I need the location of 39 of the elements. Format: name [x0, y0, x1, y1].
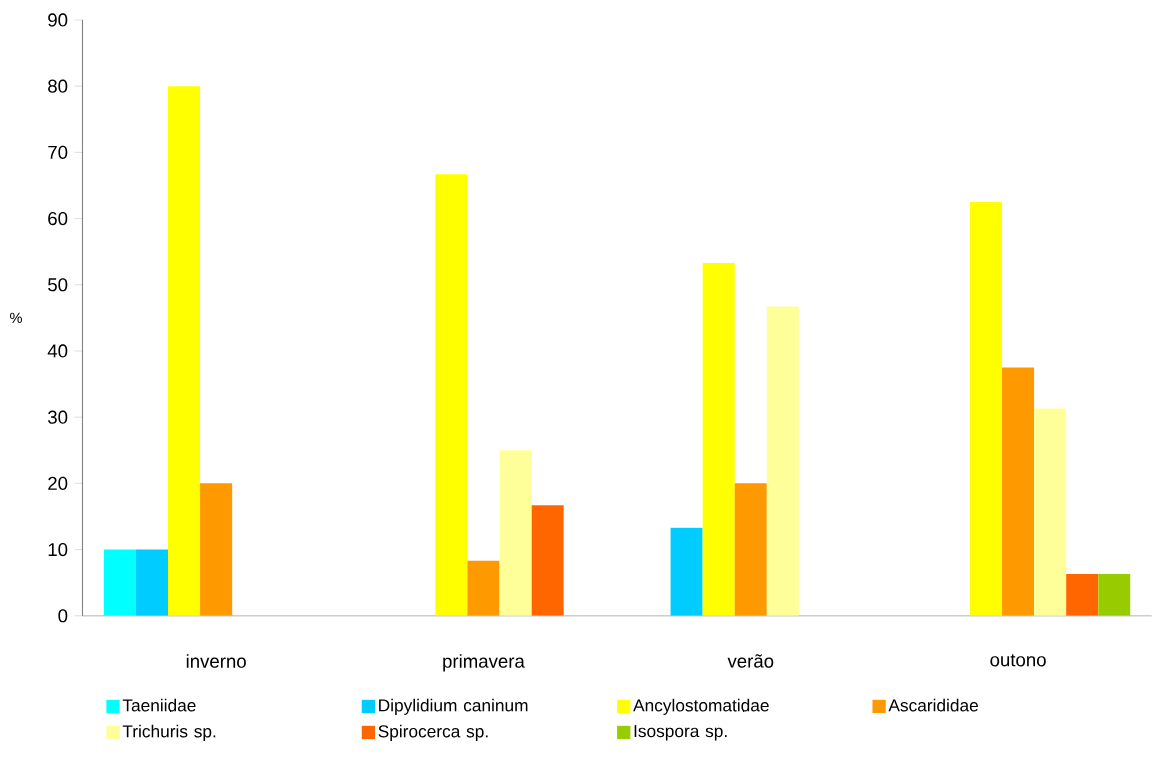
legend-label: Ascarididae	[888, 698, 978, 712]
y-tick-label: 60	[48, 211, 68, 226]
bar	[969, 201, 1003, 616]
bar	[702, 262, 735, 616]
y-tick-label: 10	[48, 542, 68, 557]
x-tick-label: primavera	[443, 654, 525, 672]
x-tick-label: verão	[727, 654, 774, 668]
bar	[734, 483, 767, 616]
bar	[467, 560, 500, 616]
legend-label: Ancylostomatidae	[633, 698, 769, 715]
y-tick-label: 30	[48, 410, 68, 424]
y-tick-label: 70	[48, 145, 68, 159]
y-axis-title: %	[10, 312, 22, 323]
bar	[499, 450, 532, 616]
bar	[766, 306, 799, 616]
bar	[1066, 574, 1099, 616]
bar	[1034, 408, 1067, 616]
legend-label: Spirocerca sp.	[378, 724, 488, 741]
bar	[200, 483, 233, 616]
bar	[1002, 367, 1035, 616]
y-tick-label: 50	[48, 278, 68, 292]
bar	[168, 86, 201, 616]
bar	[135, 549, 168, 616]
x-tick-label: outono	[990, 654, 1046, 667]
legend-label: Taeniidae	[122, 698, 196, 712]
y-tick-label: 20	[48, 476, 68, 490]
x-tick-label: inverno	[186, 654, 246, 668]
bar	[103, 549, 136, 616]
bar	[1098, 574, 1131, 616]
bar	[435, 174, 468, 616]
y-tick-label: 90	[48, 13, 68, 27]
y-tick-label: 0	[58, 609, 68, 623]
legend-label: Dipylidium caninum	[379, 698, 528, 715]
legend-label: Trichuris sp.	[122, 724, 216, 741]
y-tick-label: 80	[48, 79, 68, 93]
y-tick-label: 40	[47, 344, 68, 358]
bar	[531, 505, 564, 616]
legend-label: Isospora sp.	[634, 725, 727, 741]
bar	[670, 527, 703, 616]
